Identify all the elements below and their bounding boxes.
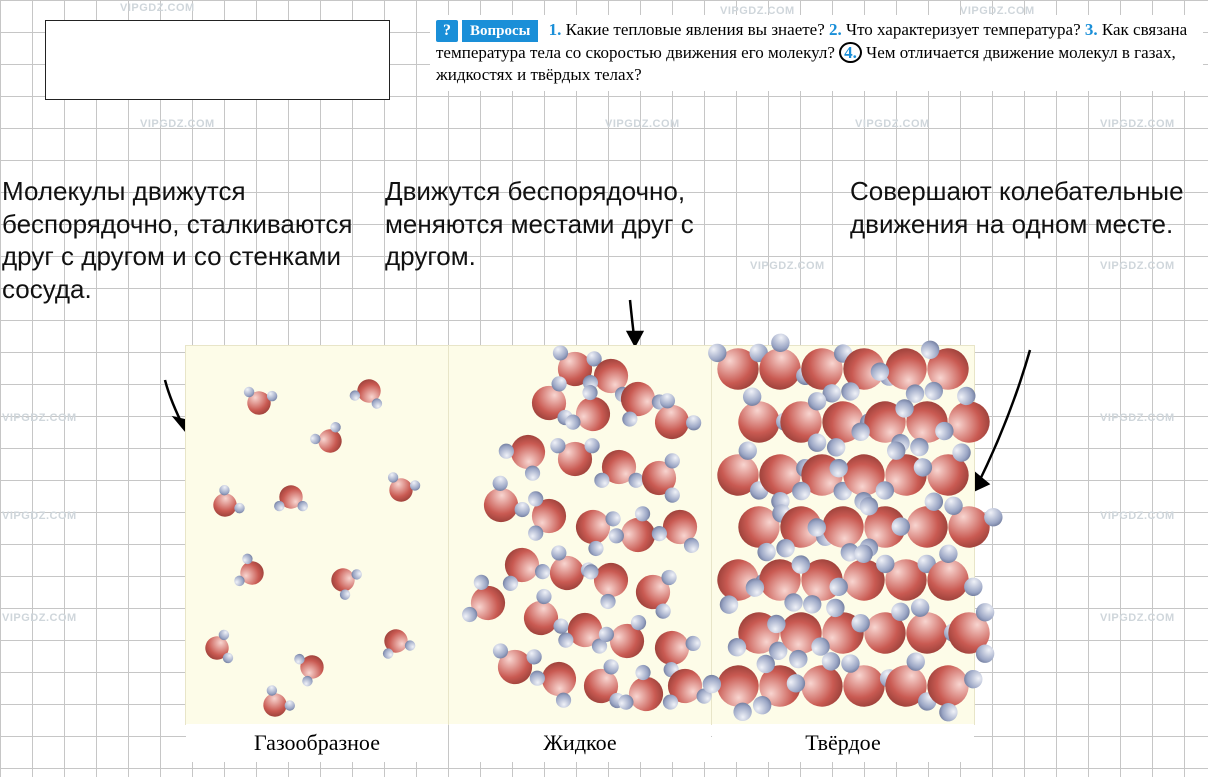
molecule [259, 689, 292, 722]
molecule [885, 560, 926, 601]
molecule [796, 343, 847, 394]
question-mark-icon: ? [436, 20, 458, 42]
molecule [297, 652, 327, 682]
molecule [588, 557, 635, 604]
panel-gas: Газообразное [186, 346, 449, 724]
panel-label-liquid: Жидкое [449, 724, 711, 762]
questions-panel: ?Вопросы 1. Какие тепловые явления вы зн… [430, 15, 1203, 91]
molecule [641, 461, 675, 495]
molecule [209, 488, 242, 521]
molecule [665, 666, 705, 706]
molecule [780, 401, 821, 442]
molecule [581, 666, 621, 706]
molecule [314, 425, 346, 457]
molecule [504, 428, 552, 476]
molecule [634, 572, 674, 612]
molecule [354, 376, 384, 406]
molecule [204, 635, 231, 662]
states-diagram: Газообразное Жидкое Твёрдое [185, 345, 975, 725]
panel-solid: Твёрдое [712, 346, 974, 724]
question-number: 3. [1085, 20, 1098, 39]
molecule [837, 659, 890, 712]
molecule [948, 613, 989, 654]
panel-liquid: Жидкое [449, 346, 712, 724]
molecule [558, 442, 592, 476]
molecule [279, 485, 302, 508]
annotation-liquid: Движутся беспорядочно, меняются местами … [385, 175, 755, 273]
molecule [386, 475, 416, 505]
molecule [327, 564, 359, 596]
panel-label-solid: Твёрдое [712, 724, 974, 762]
molecule [925, 346, 970, 391]
molecule [246, 389, 273, 416]
molecule [602, 450, 636, 484]
molecule [477, 481, 525, 529]
molecule [570, 391, 617, 438]
question-number: 4. [839, 42, 862, 63]
molecule [605, 619, 649, 663]
annotation-gas: Молекулы движутся беспорядочно, сталкива… [2, 175, 362, 305]
molecule [658, 506, 702, 550]
molecule [531, 499, 565, 533]
annotation-solid: Совершают колебательные движения на одно… [850, 175, 1200, 240]
questions-label: Вопросы [462, 20, 538, 43]
molecule [622, 670, 669, 717]
molecule [237, 558, 267, 588]
molecule [500, 543, 544, 587]
molecule [570, 504, 617, 551]
panel-label-gas: Газообразное [186, 724, 448, 762]
molecule [381, 626, 411, 656]
molecule [529, 383, 569, 423]
question-number: 2. [829, 20, 842, 39]
molecule [535, 655, 583, 703]
molecule [517, 595, 564, 642]
molecule [717, 348, 758, 389]
molecule [648, 624, 696, 672]
molecule [495, 647, 535, 687]
empty-input-box [45, 20, 390, 100]
question-number: 1. [549, 20, 562, 39]
